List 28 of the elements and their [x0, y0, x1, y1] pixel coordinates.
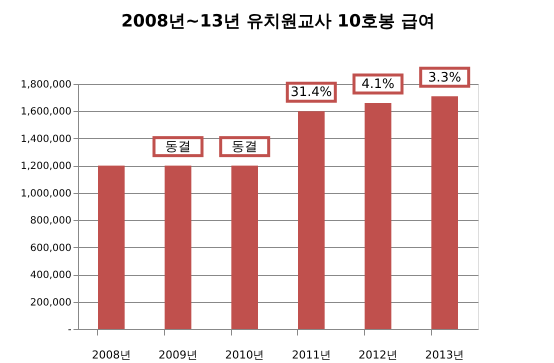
bar: [431, 96, 458, 329]
x-tick-label: 2008년: [92, 348, 131, 362]
x-tick-label: 2013년: [425, 348, 464, 362]
y-tick-label: 1,200,000: [20, 161, 72, 172]
bar: [364, 103, 392, 329]
x-tick-label: 2009년: [158, 348, 198, 362]
annotation: 동결: [232, 140, 258, 155]
bar: [231, 166, 258, 329]
annotation: 4.1%: [361, 77, 395, 92]
chart-title: 2008년~13년 유치원교사 10호봉 급여: [121, 11, 435, 32]
x-tick-label: 2010년: [225, 348, 264, 362]
y-tick-label: -: [68, 324, 72, 336]
bar: [98, 166, 125, 329]
bar: [164, 166, 192, 329]
x-tick-label: 2012년: [358, 348, 398, 362]
y-tick-label: 800,000: [30, 216, 72, 227]
annotation: 동결: [165, 140, 191, 155]
y-tick-label: 1,000,000: [20, 188, 72, 200]
annotation: 3.3%: [428, 70, 462, 86]
annotation: 31.4%: [290, 85, 332, 100]
y-tick-label: 1,400,000: [20, 134, 72, 145]
y-tick-label: 1,600,000: [20, 106, 72, 118]
y-tick-label: 1,800,000: [20, 80, 72, 90]
bar: [298, 111, 325, 329]
y-tick-label: 200,000: [30, 297, 72, 308]
x-tick-label: 2011년: [292, 348, 331, 362]
y-tick-label: 400,000: [30, 270, 72, 282]
y-tick-label: 600,000: [30, 242, 72, 254]
